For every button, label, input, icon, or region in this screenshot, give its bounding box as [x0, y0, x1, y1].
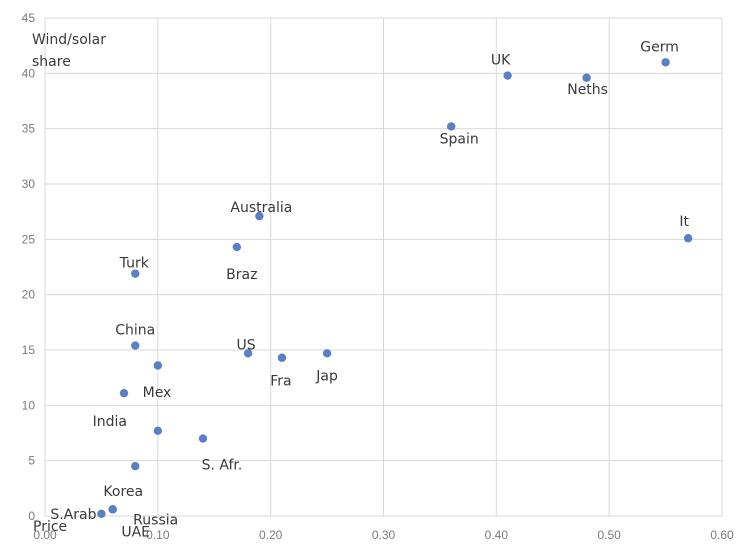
y-tick-label: 40: [22, 66, 36, 80]
y-tick-label: 0: [28, 509, 35, 523]
x-tick-label: 0.20: [259, 528, 283, 542]
data-point: [131, 462, 140, 471]
point-label: Korea: [103, 484, 143, 500]
x-tick-label: 0.40: [485, 528, 509, 542]
y-tick-label: 30: [22, 177, 36, 191]
data-point: [198, 434, 208, 443]
point-label: Turk: [119, 256, 150, 272]
point-label: Mex: [143, 385, 172, 401]
data-point: [232, 242, 242, 252]
y-tick-label: 5: [28, 454, 35, 468]
y-axis-title-line-2: share: [32, 54, 71, 70]
data-point: [447, 122, 456, 131]
y-axis-title-line-1: Wind/solar: [32, 32, 106, 48]
y-tick-label: 10: [22, 398, 36, 412]
data-point: [97, 509, 106, 518]
point-label: S.Arab: [50, 507, 96, 523]
point-label: China: [115, 323, 155, 339]
data-point: [243, 349, 253, 358]
point-label: Russia: [133, 512, 178, 528]
x-tick-label: 0.00: [33, 528, 57, 542]
point-label: Fra: [270, 374, 291, 390]
grid-lines: [44, 17, 723, 517]
data-point: [661, 58, 670, 67]
y-tick-label: 20: [22, 288, 36, 302]
data-point: [255, 211, 264, 221]
x-tick-label: 0.30: [372, 528, 396, 542]
point-label: It: [679, 214, 689, 230]
point-label: Jap: [315, 368, 338, 384]
point-label: India: [93, 414, 127, 430]
data-point: [277, 353, 287, 362]
tick-labels: 0.00 0.10 0.20 0.30 0.40 0.50 0.60 0 5 10 15 20 25 30…: [22, 11, 734, 542]
data-point: [119, 388, 129, 398]
point-label: S. Afr.: [202, 458, 243, 474]
x-tick-label: 0.10: [146, 528, 170, 542]
data-point: [153, 426, 163, 435]
y-tick-label: 35: [22, 122, 36, 136]
data-point: [582, 73, 591, 82]
data-point: [108, 505, 117, 514]
point-label: Braz: [226, 267, 257, 283]
x-tick-label: 0.60: [710, 528, 734, 542]
x-tick-label: 0.50: [597, 528, 621, 542]
x-axis-title: Price: [33, 519, 67, 535]
point-labels: Germ UK Neths Spain Australia It Braz Turk China…: [50, 39, 689, 540]
data-point: [131, 341, 140, 350]
data-point: [131, 269, 140, 278]
point-label: Spain: [440, 131, 479, 147]
point-label: US: [237, 337, 256, 353]
point-label: UAE: [121, 524, 150, 540]
data-point: [503, 71, 512, 80]
data-points: [97, 58, 693, 518]
y-tick-label: 45: [22, 11, 36, 25]
data-point: [322, 349, 332, 358]
y-tick-label: 25: [22, 232, 36, 246]
data-point: [153, 361, 163, 370]
point-label: Germ: [640, 39, 679, 55]
data-point: [683, 234, 693, 243]
point-label: Australia: [230, 200, 292, 216]
point-label: UK: [491, 53, 511, 69]
point-label: Neths: [567, 82, 608, 98]
y-tick-label: 15: [22, 343, 36, 357]
